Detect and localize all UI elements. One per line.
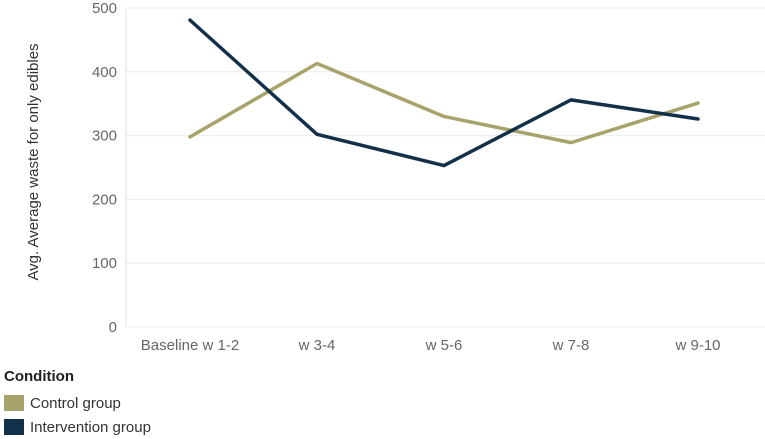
y-axis-label: Avg. Average waste for only edibles xyxy=(25,43,42,280)
legend-item-control: Control group xyxy=(4,391,151,415)
x-tick-label: Baseline w 1-2 xyxy=(141,337,239,354)
legend-swatch-control xyxy=(4,395,24,411)
legend-item-intervention: Intervention group xyxy=(4,415,151,439)
x-tick-label: w 5-6 xyxy=(425,337,463,354)
y-tick-label: 500 xyxy=(92,0,117,17)
y-tick-label: 300 xyxy=(92,128,117,145)
x-axis-ticks: Baseline w 1-2 w 3-4 w 5-6 w 7-8 w 9-10 xyxy=(141,337,721,354)
legend-label-control: Control group xyxy=(30,394,121,412)
y-tick-label: 400 xyxy=(92,64,117,81)
legend-title: Condition xyxy=(4,368,74,385)
series-lines xyxy=(188,18,700,168)
x-tick-label: w 7-8 xyxy=(552,337,590,354)
y-tick-label: 200 xyxy=(92,191,117,208)
series-line-intervention xyxy=(188,18,700,168)
y-axis-ticks: 0 100 200 300 400 500 xyxy=(92,0,117,336)
x-tick-label: w 9-10 xyxy=(674,337,720,354)
series-line-control xyxy=(188,61,700,145)
y-tick-label: 0 xyxy=(109,319,117,336)
line-chart: 0 100 200 300 400 500 Baseline w 1-2 w 3-4 w 5-… xyxy=(25,0,765,354)
legend: Condition Control group Intervention gro… xyxy=(4,368,151,439)
legend-swatch-intervention xyxy=(4,419,24,435)
y-tick-label: 100 xyxy=(92,255,117,272)
legend-label-intervention: Intervention group xyxy=(30,418,151,436)
grid-lines xyxy=(125,7,765,328)
x-tick-label: w 3-4 xyxy=(298,337,336,354)
